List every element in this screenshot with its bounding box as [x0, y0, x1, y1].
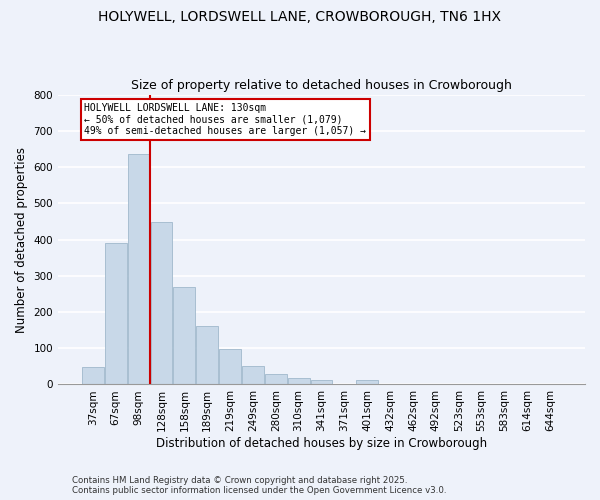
Text: HOLYWELL, LORDSWELL LANE, CROWBOROUGH, TN6 1HX: HOLYWELL, LORDSWELL LANE, CROWBOROUGH, T… — [98, 10, 502, 24]
Title: Size of property relative to detached houses in Crowborough: Size of property relative to detached ho… — [131, 79, 512, 92]
Bar — [288, 378, 310, 384]
Bar — [265, 374, 287, 384]
Y-axis label: Number of detached properties: Number of detached properties — [15, 146, 28, 332]
Bar — [196, 326, 218, 384]
Text: Contains HM Land Registry data © Crown copyright and database right 2025.
Contai: Contains HM Land Registry data © Crown c… — [72, 476, 446, 495]
Text: HOLYWELL LORDSWELL LANE: 130sqm
← 50% of detached houses are smaller (1,079)
49%: HOLYWELL LORDSWELL LANE: 130sqm ← 50% of… — [85, 104, 367, 136]
Bar — [128, 154, 149, 384]
Bar — [105, 243, 127, 384]
Bar — [151, 222, 172, 384]
Bar — [219, 349, 241, 384]
Bar — [356, 380, 378, 384]
Bar — [311, 380, 332, 384]
X-axis label: Distribution of detached houses by size in Crowborough: Distribution of detached houses by size … — [156, 437, 487, 450]
Bar — [173, 286, 195, 384]
Bar — [242, 366, 264, 384]
Bar — [82, 367, 104, 384]
